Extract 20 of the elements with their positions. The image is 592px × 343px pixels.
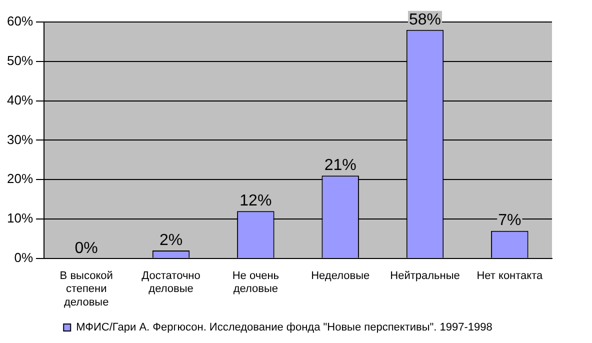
x-tick-label: Нет контакта — [476, 270, 544, 282]
y-tick-label: 30% — [6, 132, 34, 147]
data-label: 2% — [159, 232, 183, 249]
data-label: 0% — [74, 240, 98, 257]
x-tick-label: Нейтральные — [390, 270, 460, 282]
y-tick-label: 0% — [14, 250, 34, 265]
x-tick-label: В высокой степени деловые — [60, 270, 113, 308]
x-tick-label: Достаточно деловые — [142, 270, 200, 296]
x-tick-label: Неделовые — [311, 270, 370, 282]
data-label: 12% — [240, 192, 272, 210]
y-tick-label: 60% — [6, 14, 34, 29]
legend-label: МФИС/Гари А. Фергюсон. Исследование фонда "Новые перспективы". 1997-1998 — [76, 322, 492, 334]
y-tick-label: 40% — [6, 92, 34, 108]
y-tick-label: 10% — [6, 210, 34, 226]
y-tick-label: 50% — [6, 52, 34, 68]
x-tick-label: Не очень деловые — [232, 270, 280, 296]
y-tick-label: 20% — [6, 171, 34, 186]
data-label: 58% — [408, 11, 442, 28]
data-label: 7% — [498, 212, 522, 230]
data-label: 21% — [324, 157, 356, 174]
